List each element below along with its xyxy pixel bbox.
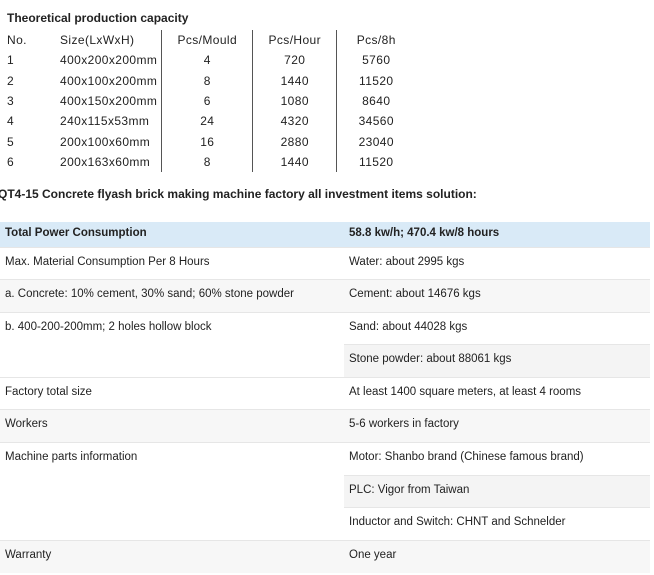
warranty-value: One year (344, 539, 650, 573)
cell-pcs-hour: 720 (252, 50, 338, 71)
col-header-pcs-mould: Pcs/Mould (161, 30, 254, 51)
capacity-title: Theoretical production capacity (7, 11, 189, 25)
material-label: Max. Material Consumption Per 8 Hours (0, 246, 344, 280)
col-header-pcs-8h: Pcs/8h (356, 33, 396, 48)
table-row-stone: Stone powder: about 88061 kgs (0, 344, 650, 378)
cell-pcs-hour: 4320 (252, 111, 338, 132)
cell-pcs-8h: 11520 (359, 154, 394, 169)
cell-size: 200x163x60mm (56, 151, 163, 173)
table-row: 5 200x100x60mm 16 2880 23040 (3, 131, 415, 152)
table-row: 4 240x115x53mm 24 4320 34560 (3, 111, 415, 132)
table-row: 2 400x100x200mm 8 1440 11520 (3, 70, 415, 91)
cell-pcs-mould: 8 (161, 70, 254, 91)
inductor-value: Inductor and Switch: CHNT and Schnelder (344, 507, 650, 541)
cell-no: 5 (7, 134, 15, 149)
power-value: 58.8 kw/h; 470.4 kw/8 hours (344, 222, 650, 247)
stone-value: Stone powder: about 88061 kgs (344, 344, 650, 378)
cell-no: 2 (7, 73, 15, 88)
investment-table: Total Power Consumption 58.8 kw/h; 470.4… (0, 222, 650, 573)
block-label: b. 400-200-200mm; 2 holes hollow block (0, 311, 344, 378)
col-header-pcs-hour: Pcs/Hour (252, 30, 338, 51)
cell-pcs-mould: 16 (161, 131, 254, 152)
cell-pcs-hour: 1440 (252, 70, 338, 91)
table-row-parts: Machine parts information Motor: Shanbo … (0, 442, 650, 541)
capacity-table: No. Size(LxWxH) Pcs/Mould Pcs/Hour Pcs/8… (3, 30, 415, 173)
plc-value: PLC: Vigor from Taiwan (344, 474, 650, 508)
table-row: 1 400x200x200mm 4 720 5760 (3, 50, 415, 71)
warranty-label: Warranty (0, 539, 344, 573)
sand-value: Sand: about 44028 kgs (344, 311, 650, 345)
cell-pcs-mould: 4 (161, 50, 254, 71)
cell-pcs-hour: 1440 (252, 151, 338, 173)
cell-pcs-hour: 1080 (252, 90, 338, 112)
table-row: 3 400x150x200mm 6 1080 8640 (3, 90, 415, 112)
cell-size: 400x150x200mm (56, 90, 163, 112)
factory-value: At least 1400 square meters, at least 4 … (344, 376, 650, 410)
table-row-workers: Workers 5-6 workers in factory (0, 409, 650, 443)
capacity-header-row: No. Size(LxWxH) Pcs/Mould Pcs/Hour Pcs/8… (3, 30, 415, 51)
cell-pcs-8h: 11520 (359, 73, 394, 88)
cell-pcs-8h: 34560 (358, 114, 394, 129)
cell-pcs-mould: 24 (161, 111, 254, 132)
cell-pcs-mould: 8 (161, 151, 254, 173)
cell-size: 400x100x200mm (56, 70, 163, 91)
table-row-warranty: Warranty One year (0, 539, 650, 573)
parts-label: Machine parts information (0, 442, 344, 541)
table-row-plc: PLC: Vigor from Taiwan (0, 474, 650, 508)
table-row-block: b. 400-200-200mm; 2 holes hollow block S… (0, 311, 650, 378)
cell-pcs-8h: 5760 (362, 53, 391, 68)
workers-value: 5-6 workers in factory (344, 409, 650, 443)
investment-title: QT4-15 Concrete flyash brick making mach… (0, 187, 477, 201)
cell-size: 200x100x60mm (56, 131, 163, 152)
cell-no: 4 (7, 114, 15, 129)
table-row-inductor: Inductor and Switch: CHNT and Schnelder (0, 507, 650, 541)
concrete-label: a. Concrete: 10% cement, 30% sand; 60% s… (0, 279, 344, 313)
col-header-no: No. (7, 33, 27, 48)
cell-no: 1 (7, 53, 15, 68)
workers-label: Workers (0, 409, 344, 443)
table-row-factory: Factory total size At least 1400 square … (0, 376, 650, 410)
power-label: Total Power Consumption (0, 222, 344, 247)
table-row: 6 200x163x60mm 8 1440 11520 (3, 151, 415, 173)
motor-value: Motor: Shanbo brand (Chinese famous bran… (344, 442, 650, 476)
factory-label: Factory total size (0, 376, 344, 410)
cell-pcs-hour: 2880 (252, 131, 338, 152)
table-row-power: Total Power Consumption 58.8 kw/h; 470.4… (0, 222, 650, 247)
water-value: Water: about 2995 kgs (344, 246, 650, 280)
table-row-concrete: a. Concrete: 10% cement, 30% sand; 60% s… (0, 279, 650, 313)
cement-value: Cement: about 14676 kgs (344, 279, 650, 313)
cell-size: 240x115x53mm (56, 111, 163, 132)
cell-pcs-8h: 8640 (362, 94, 391, 109)
cell-no: 3 (7, 94, 15, 109)
col-header-size: Size(LxWxH) (56, 30, 163, 51)
cell-pcs-mould: 6 (161, 90, 254, 112)
table-row-material: Max. Material Consumption Per 8 Hours Wa… (0, 246, 650, 280)
cell-size: 400x200x200mm (56, 50, 163, 71)
cell-no: 6 (7, 154, 15, 169)
cell-pcs-8h: 23040 (358, 134, 394, 149)
